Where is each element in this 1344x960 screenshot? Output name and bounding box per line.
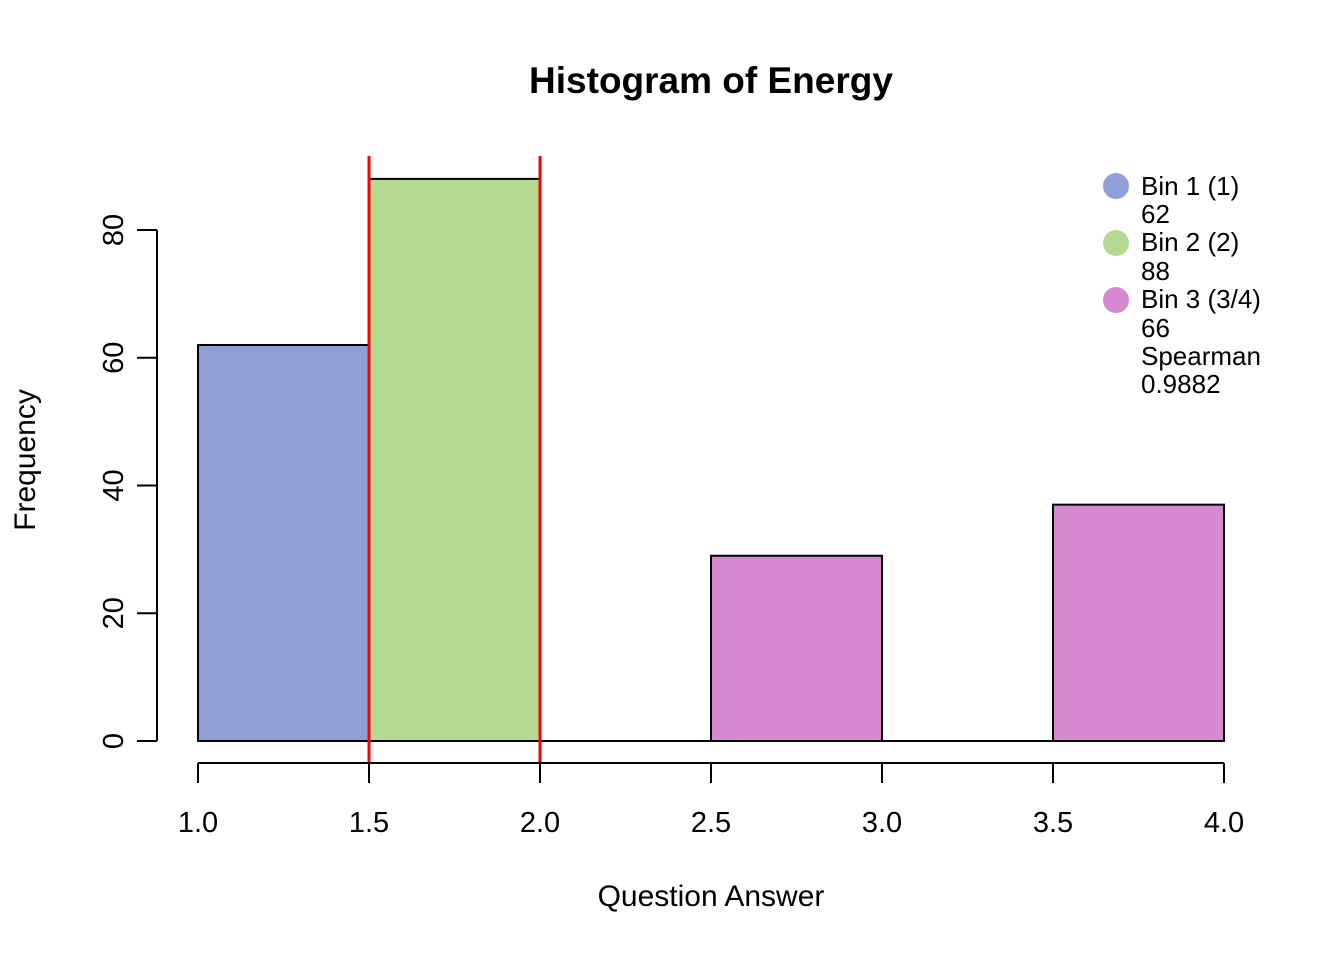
histogram-bar-4: [1052, 503, 1225, 742]
legend-spearman-label: Spearman: [1103, 341, 1261, 372]
y-tick-label: 20: [98, 597, 130, 629]
legend-value: 66: [1141, 312, 1170, 343]
x-tick-label: 3.5: [1033, 807, 1073, 839]
histogram-bar-3: [710, 554, 883, 743]
x-tick-label: 1.5: [349, 807, 389, 839]
x-tick-label: 2.5: [691, 807, 731, 839]
legend-dot-bin2: [1103, 229, 1129, 256]
legend: Bin 1 (1) 62 Bin 2 (2) 88 Bin 3 (3/4) 66…: [1103, 170, 1261, 400]
y-axis-label: Frequency: [9, 389, 42, 531]
legend-entry-bin2: Bin 2 (2): [1103, 227, 1261, 258]
spearman-value: 0.9882: [1141, 369, 1221, 400]
legend-value: 88: [1141, 255, 1170, 286]
legend-value: 62: [1141, 199, 1170, 230]
y-tick-label: 80: [98, 214, 130, 246]
x-axis-label: Question Answer: [597, 880, 825, 913]
spearman-label: Spearman: [1141, 341, 1261, 372]
legend-value-bin1: 62: [1103, 199, 1261, 230]
legend-dot-bin3: [1103, 286, 1129, 313]
histogram-bar-2: [368, 177, 541, 742]
x-tick-label: 1.0: [178, 807, 218, 839]
x-tick-label: 3.0: [862, 807, 902, 839]
legend-value-bin2: 88: [1103, 255, 1261, 286]
legend-value-bin3: 66: [1103, 312, 1261, 343]
legend-spearman-value: 0.9882: [1103, 369, 1261, 400]
legend-dot-bin1: [1103, 173, 1129, 200]
y-tick-label: 0: [98, 733, 130, 749]
legend-label: Bin 1 (1): [1141, 170, 1240, 201]
legend-entry-bin1: Bin 1 (1): [1103, 170, 1261, 201]
histogram-bar-1: [197, 343, 370, 742]
x-tick-label: 2.0: [520, 807, 560, 839]
legend-label: Bin 3 (3/4): [1141, 284, 1261, 315]
x-tick-label: 4.0: [1204, 807, 1244, 839]
legend-label: Bin 2 (2): [1141, 227, 1240, 258]
y-tick-label: 60: [98, 342, 130, 374]
chart-title: Histogram of Energy: [529, 60, 893, 101]
legend-entry-bin3: Bin 3 (3/4): [1103, 284, 1261, 315]
y-tick-label: 40: [98, 469, 130, 501]
